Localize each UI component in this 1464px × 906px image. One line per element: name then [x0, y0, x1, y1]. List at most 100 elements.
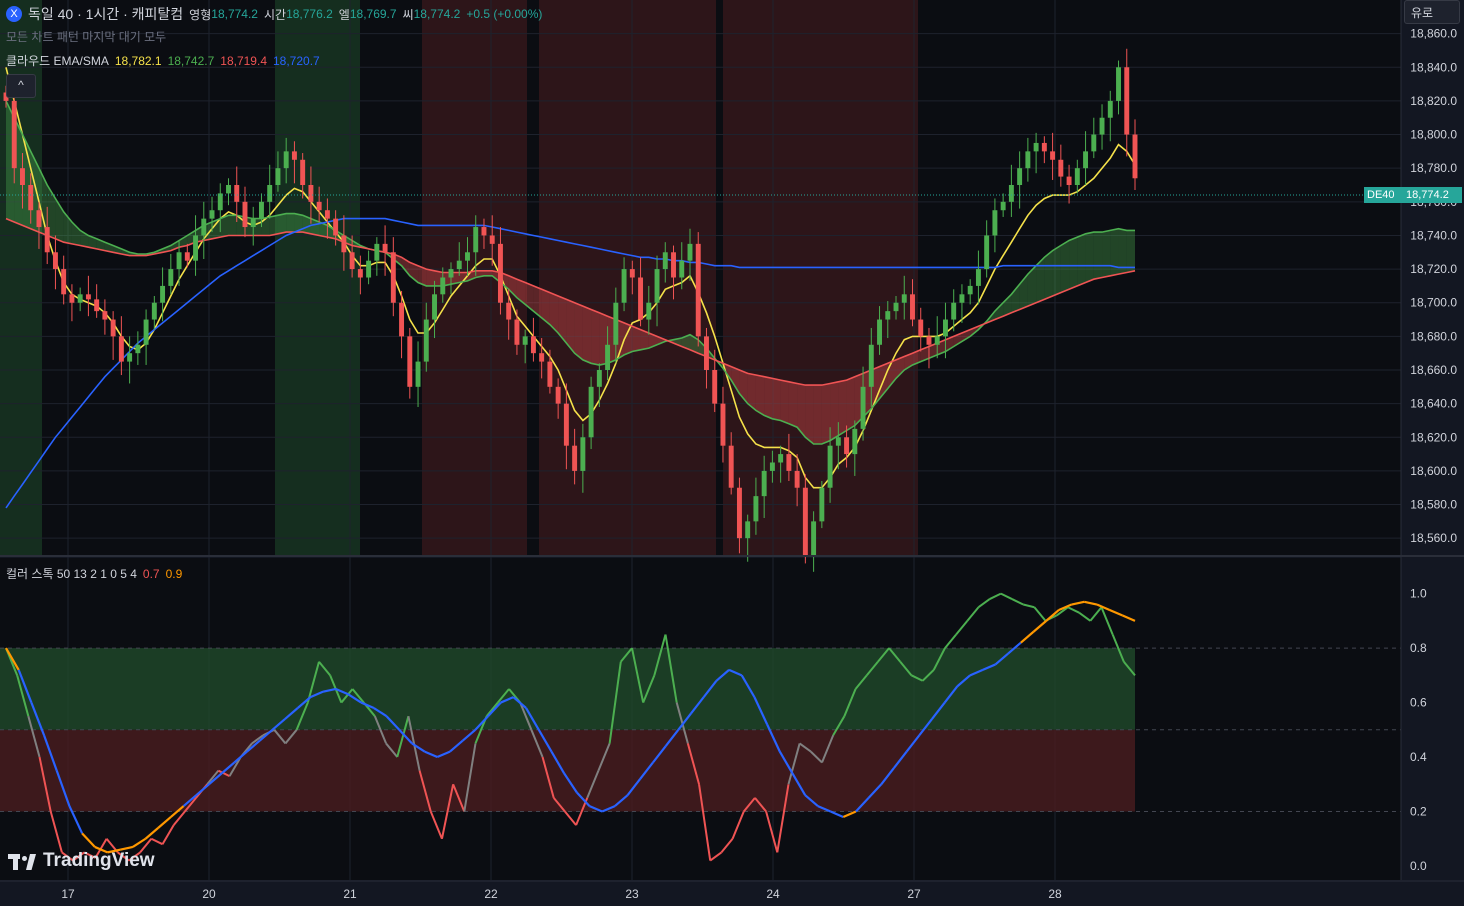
candle-body [1000, 201, 1006, 211]
stoch-d-segment [778, 751, 794, 774]
candle-body [745, 521, 751, 539]
stoch-axis[interactable]: 0.0 0.2 0.4 0.6 0.8 1.0 [1410, 587, 1427, 873]
stoch-d-segment [589, 805, 603, 813]
stoch-k-segment [977, 598, 991, 609]
stoch-k-segment [318, 661, 331, 676]
candle-body [1074, 168, 1080, 185]
time-axis-tick: 17 [61, 887, 75, 901]
cloud-segment [582, 306, 592, 364]
candle-body [333, 218, 339, 236]
candle-body [481, 227, 487, 236]
ma-line-ema-slow [5, 100, 1135, 445]
cloud-segment [47, 185, 56, 239]
stoch-k-segment [1078, 611, 1091, 622]
cloud-segment [755, 375, 765, 416]
tradingview-logo[interactable]: TradingView [8, 850, 155, 872]
cloud-segment [846, 376, 855, 431]
stoch-k-segment [172, 810, 186, 826]
price-axis-tick: 18,680.0 [1410, 329, 1457, 343]
patterns-label[interactable]: 모든 차트 패턴 마지막 대기 모두 [6, 30, 167, 44]
stoch-k-segment [564, 810, 577, 826]
stoch-d-segment [956, 674, 971, 688]
candle-body [465, 252, 470, 261]
ma-line-long-ma [5, 217, 1135, 509]
candle-body [1058, 159, 1064, 177]
stoch-d-segment [55, 770, 71, 807]
candle-body [860, 386, 866, 429]
cloud-ema-slow-value: 18,742.7 [167, 53, 215, 68]
time-axis-tick: 28 [1048, 887, 1062, 901]
stoch-axis-tick: 0.2 [1410, 805, 1427, 819]
stoch-d-segment [411, 742, 426, 753]
candle-body [341, 235, 347, 253]
stoch-k-segment [94, 838, 108, 859]
stoch-k-segment [418, 770, 432, 812]
symbol-title[interactable]: 독일 40 · 1시간 · 캐피탈컴 [28, 6, 184, 22]
collapse-legend-button[interactable]: ^ [6, 74, 36, 98]
candle-body [217, 193, 223, 211]
candle-body [300, 159, 306, 185]
tradingview-logo-text: TradingView [43, 850, 155, 871]
cloud-segment [1118, 228, 1127, 275]
cloud-segment [1077, 233, 1086, 286]
cloud-segment [1003, 294, 1012, 317]
stoch-k-segment [620, 647, 633, 663]
price-axis-tick: 18,640.0 [1410, 397, 1457, 411]
stoch-d-segment [931, 701, 946, 720]
candle-body [168, 269, 174, 286]
candle-body [366, 260, 372, 278]
stoch-k-segment [754, 797, 767, 813]
price-axis-tick: 18,660.0 [1410, 363, 1457, 377]
stoch-d-segment [271, 718, 286, 731]
cloud-indicator-legend[interactable]: 클라우드 EMA/SMA 18,782.1 18,742.7 18,719.4 … [6, 52, 320, 69]
stoch-d-segment [804, 794, 819, 807]
stoch-d-segment [969, 668, 984, 677]
candle-body [151, 302, 157, 320]
stoch-d-segment [855, 797, 870, 813]
cloud-segment [269, 215, 278, 236]
cloud-segment [261, 216, 270, 236]
stoch-d-value: 0.9 [165, 566, 183, 581]
stoch-d-segment [1096, 603, 1111, 611]
stoch-d-segment [30, 702, 46, 736]
symbol-price-tag: DE40 [1364, 187, 1404, 203]
exchange-logo-icon[interactable]: X [6, 6, 22, 22]
candle-body [844, 437, 850, 455]
stoch-k-segment [586, 770, 600, 799]
stoch-indicator-name[interactable]: 컬러 스톡 50 13 2 1 0 5 4 [6, 567, 137, 581]
cloud-segment [1036, 257, 1045, 303]
stoch-d-segment [487, 701, 502, 717]
stoch-k-segment [1056, 606, 1069, 617]
stoch-d-segment [664, 729, 680, 747]
candle-body [275, 168, 281, 185]
cloud-segment [541, 289, 550, 325]
stoch-k-segment [966, 606, 980, 622]
ohlc-open-value: 18,774.2 [211, 7, 258, 21]
stoch-k-segment [865, 661, 879, 676]
cloud-segment [838, 380, 847, 436]
stoch-d-segment [537, 729, 553, 753]
cloud-segment [1027, 265, 1037, 307]
ohlc-open-label: 영형 [189, 7, 212, 22]
candle-body [893, 302, 899, 312]
stoch-d-segment [728, 668, 743, 677]
stoch-d-segment [233, 750, 248, 764]
time-axis[interactable]: 17 20 21 22 23 24 27 28 [61, 887, 1062, 901]
candle-body [811, 521, 817, 555]
cloud-segment [212, 218, 221, 239]
stoch-indicator-legend[interactable]: 컬러 스톡 50 13 2 1 0 5 4 0.7 0.9 [6, 565, 182, 582]
cloud-indicator-name[interactable]: 클라우드 EMA/SMA [6, 54, 109, 68]
patterns-legend[interactable]: 모든 차트 패턴 마지막 대기 모두 [6, 28, 166, 45]
stoch-k-segment [664, 634, 678, 703]
candle-body [283, 151, 289, 169]
currency-select[interactable]: 유로 [1404, 0, 1460, 24]
price-axis-tick: 18,840.0 [1410, 60, 1457, 74]
candle-body [835, 437, 841, 446]
candle-body [184, 252, 190, 261]
cloud-segment [1069, 237, 1078, 290]
candle-body [704, 336, 709, 370]
stoch-k-segment [731, 811, 745, 840]
price-axis[interactable]: 18,560.0 18,580.0 18,600.0 18,620.0 18,640.0… [1410, 27, 1457, 546]
candle-body [1107, 100, 1113, 118]
